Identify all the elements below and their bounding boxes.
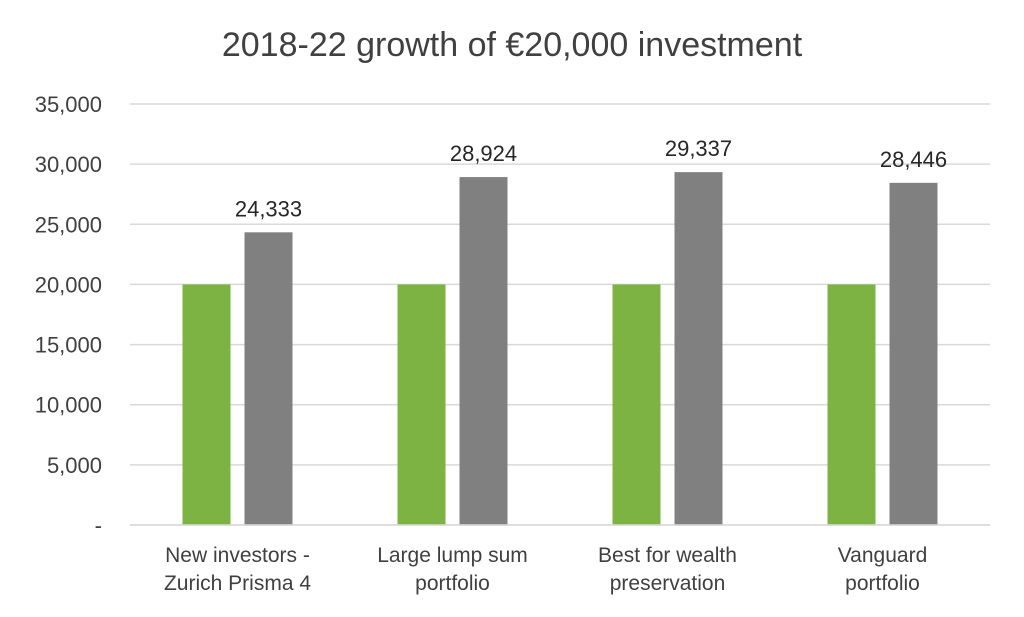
- x-category-label: Best for wealth: [598, 544, 737, 567]
- y-tick-label: 20,000: [35, 272, 102, 297]
- y-tick-label: 15,000: [35, 333, 102, 358]
- x-category-label: portfolio: [415, 572, 490, 595]
- y-tick-label: 30,000: [35, 152, 102, 177]
- data-label: 28,924: [450, 141, 517, 166]
- data-label: 24,333: [235, 196, 302, 221]
- y-tick-label: 5,000: [47, 453, 102, 478]
- y-tick-label: -: [95, 513, 102, 538]
- data-label: 29,337: [665, 136, 732, 161]
- y-tick-label: 10,000: [35, 393, 102, 418]
- bar: [612, 284, 661, 525]
- x-category-label: preservation: [610, 572, 726, 595]
- bar: [459, 177, 508, 525]
- x-category-label: Large lump sum: [377, 544, 528, 567]
- bar: [827, 284, 876, 525]
- bar: [889, 182, 938, 525]
- bar: [182, 284, 231, 525]
- bar: [244, 232, 293, 525]
- chart-title: 2018-22 growth of €20,000 investment: [221, 26, 803, 64]
- y-tick-label: 25,000: [35, 212, 102, 237]
- x-category-label: Vanguard: [838, 544, 928, 567]
- y-tick-label: 35,000: [35, 92, 102, 117]
- data-label: 28,446: [880, 147, 947, 172]
- x-category-label: New investors -: [165, 544, 310, 567]
- bar: [674, 172, 723, 525]
- bar: [397, 284, 446, 525]
- x-category-label: Zurich Prisma 4: [164, 572, 311, 595]
- x-category-label: portfolio: [845, 572, 920, 595]
